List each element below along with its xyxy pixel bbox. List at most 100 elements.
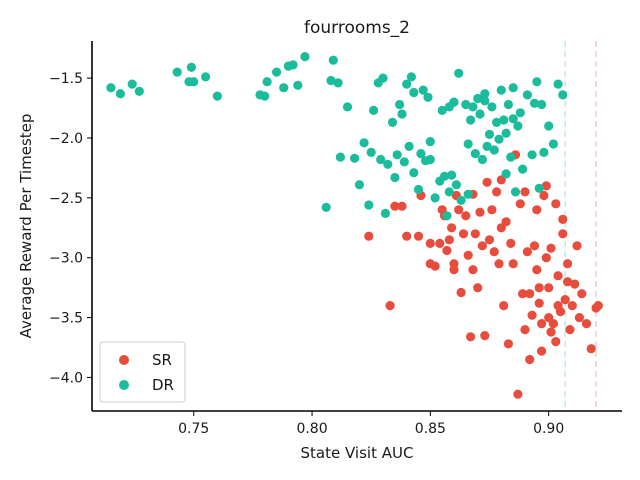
point-dr-90 <box>529 98 540 108</box>
point-dr-34 <box>380 208 390 218</box>
point-dr-81 <box>503 99 513 110</box>
point-dr-102 <box>508 83 518 93</box>
point-dr-21 <box>328 55 338 65</box>
y-tick-label-3: −3.0 <box>49 251 83 267</box>
point-dr-55 <box>439 171 450 181</box>
point-sr-25 <box>473 283 483 293</box>
point-dr-99 <box>463 139 473 149</box>
point-sr-42 <box>513 389 523 399</box>
point-dr-63 <box>461 99 471 110</box>
point-sr-40 <box>508 259 518 269</box>
point-sr-79 <box>541 181 551 191</box>
legend-marker-dr <box>119 380 129 390</box>
point-dr-22 <box>333 78 343 88</box>
point-dr-38 <box>392 150 402 160</box>
point-sr-32 <box>489 247 499 257</box>
point-dr-86 <box>515 108 525 118</box>
point-sr-83 <box>525 354 535 365</box>
x-axis-label: State Visit AUC <box>301 444 414 462</box>
axes <box>91 41 622 412</box>
point-sr-80 <box>468 265 478 275</box>
point-dr-67 <box>470 149 480 159</box>
x-tick-label-1: 0.80 <box>296 421 327 437</box>
point-dr-85 <box>513 121 523 131</box>
point-dr-42 <box>402 79 412 89</box>
point-sr-33 <box>492 187 502 197</box>
point-dr-56 <box>442 211 452 221</box>
point-dr-8 <box>201 72 211 82</box>
point-sr-70 <box>581 319 592 329</box>
point-sr-54 <box>541 253 551 263</box>
point-sr-18 <box>456 287 466 298</box>
point-sr-56 <box>546 243 556 253</box>
point-dr-33 <box>378 73 388 83</box>
point-dr-47 <box>416 149 426 159</box>
point-sr-28 <box>480 331 490 341</box>
point-sr-52 <box>537 319 547 329</box>
point-dr-2 <box>127 79 137 89</box>
y-tick-label-5: −4.0 <box>49 370 83 386</box>
point-dr-98 <box>558 90 568 100</box>
point-sr-75 <box>520 187 530 197</box>
point-dr-14 <box>279 83 289 93</box>
legend-marker-sr <box>119 355 129 365</box>
point-dr-60 <box>451 180 461 190</box>
point-sr-3 <box>397 201 407 211</box>
point-dr-65 <box>466 115 476 125</box>
point-sr-5 <box>413 231 424 241</box>
point-dr-23 <box>335 152 345 162</box>
point-sr-63 <box>563 259 573 269</box>
x-ticks: 0.75 0.80 0.85 0.90 <box>178 411 564 437</box>
point-sr-81 <box>449 259 459 269</box>
point-sr-0 <box>364 231 374 241</box>
point-dr-96 <box>548 139 559 149</box>
y-tick-label-4: −3.5 <box>49 311 83 327</box>
point-dr-92 <box>534 183 544 193</box>
point-dr-32 <box>376 154 386 165</box>
point-dr-9 <box>212 91 222 101</box>
point-sr-38 <box>503 339 513 349</box>
point-sr-87 <box>563 277 573 287</box>
point-dr-79 <box>499 115 509 125</box>
point-dr-37 <box>390 172 400 183</box>
point-dr-20 <box>326 75 336 86</box>
point-sr-48 <box>527 310 537 320</box>
point-sr-73 <box>593 301 603 311</box>
point-sr-47 <box>525 289 535 299</box>
point-dr-46 <box>413 184 424 195</box>
point-dr-105 <box>425 154 435 165</box>
reference-lines <box>564 41 597 411</box>
point-dr-77 <box>494 134 504 144</box>
point-sr-21 <box>463 250 473 260</box>
point-sr-17 <box>454 205 464 215</box>
point-dr-80 <box>501 169 511 179</box>
legend-label-dr: DR <box>152 376 174 394</box>
point-dr-87 <box>518 164 528 174</box>
point-sr-89 <box>534 283 544 293</box>
point-dr-25 <box>350 153 360 163</box>
point-dr-95 <box>544 121 554 131</box>
point-dr-50 <box>423 92 433 102</box>
point-sr-66 <box>570 279 580 289</box>
point-dr-27 <box>359 138 369 148</box>
point-sr-19 <box>458 229 469 239</box>
point-dr-68 <box>473 93 483 104</box>
point-sr-62 <box>560 295 570 305</box>
point-sr-34 <box>494 259 504 269</box>
point-dr-52 <box>430 193 440 203</box>
point-dr-72 <box>482 141 492 151</box>
point-dr-84 <box>510 187 521 197</box>
point-dr-57 <box>444 187 454 197</box>
y-tick-label-2: −2.5 <box>49 191 83 207</box>
point-sr-37 <box>501 217 511 227</box>
y-tick-label-0: −1.5 <box>49 71 83 87</box>
point-dr-82 <box>506 152 516 162</box>
point-dr-19 <box>321 202 331 212</box>
point-dr-24 <box>342 102 353 112</box>
point-sr-55 <box>544 283 554 293</box>
point-dr-69 <box>475 109 485 119</box>
point-sr-13 <box>444 235 454 245</box>
point-dr-1 <box>115 89 125 99</box>
point-dr-93 <box>537 99 547 110</box>
point-sr-51 <box>534 298 544 308</box>
